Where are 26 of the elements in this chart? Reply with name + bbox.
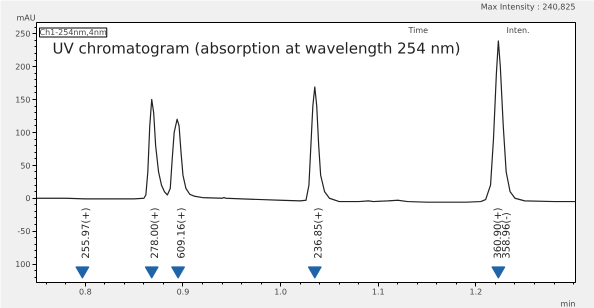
y-tick-label: 150 <box>15 96 31 105</box>
x-tick-label: 1.1 <box>372 288 385 296</box>
text: Max Intensity : 240,825 <box>480 2 576 12</box>
annotation: 278.00(+) <box>150 207 162 259</box>
y-axis-title: mAU <box>16 14 36 22</box>
y-tick-label: 0 <box>25 194 31 204</box>
annotation: 609.16(+) <box>176 207 188 259</box>
y-tick-label: 100 <box>15 128 31 138</box>
line-series <box>36 40 576 203</box>
annotation: 358.96(-) <box>502 212 513 259</box>
annotation: 236.85(+) <box>313 207 324 259</box>
text: UV chromatogram (absorption at wavelength 254 nm) <box>52 40 461 58</box>
x-tick-label: 1.2 <box>470 288 482 296</box>
annotation: 255.97(+) <box>80 207 92 259</box>
annotation: Time <box>408 26 428 35</box>
annotation: 360.90(+) <box>492 207 504 259</box>
annotation: Inten. <box>506 26 530 35</box>
x-axis-title: min <box>560 300 576 308</box>
y-tick-label: 250 <box>15 30 31 39</box>
x-tick-label: 0.8 <box>78 288 92 296</box>
y-tick-label: 50 <box>20 161 31 170</box>
x-tick-label: 0.9 <box>176 288 190 296</box>
y-tick-label: 200 <box>15 62 31 72</box>
y-tick-label: -50 <box>17 227 31 236</box>
y-tick-label: 100 <box>15 260 31 270</box>
x-tick-label: 1.0 <box>274 288 287 296</box>
